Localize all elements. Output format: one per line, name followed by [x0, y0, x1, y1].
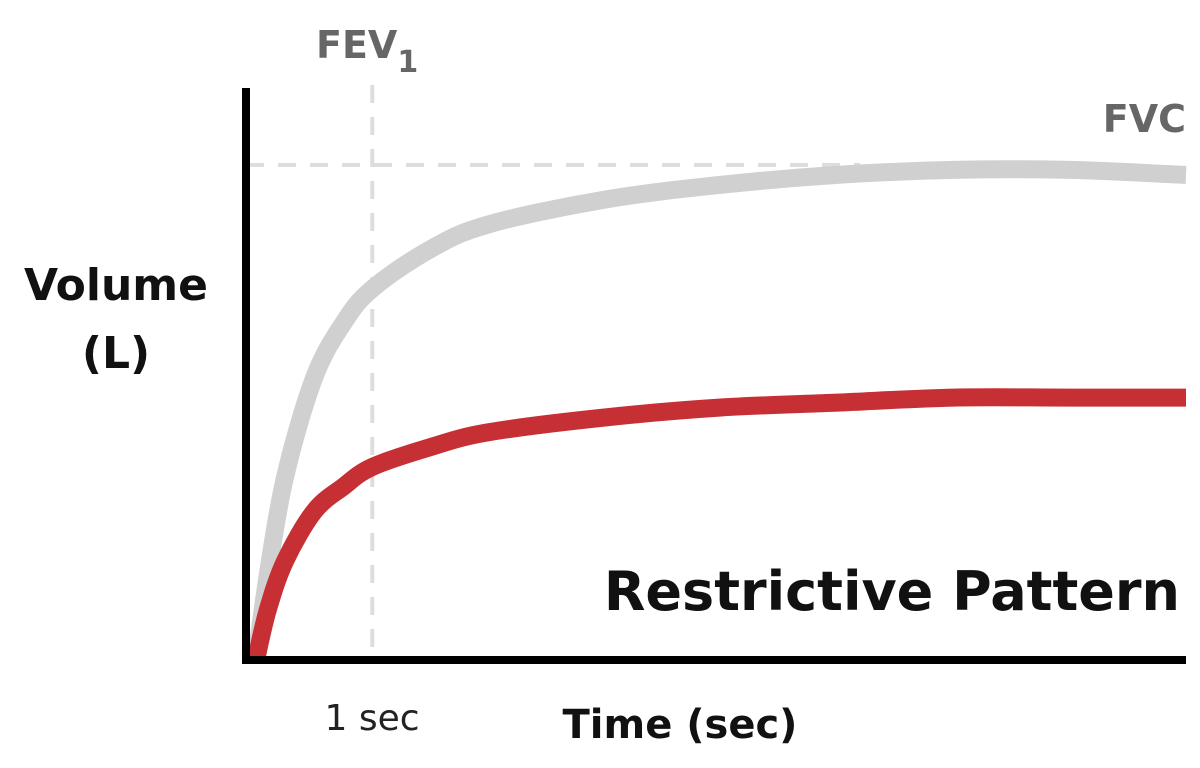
guide-lines	[246, 85, 860, 660]
axes	[242, 88, 1186, 664]
x-tick-label: 1 sec	[324, 698, 419, 739]
fev1-label-main: FEV	[316, 23, 398, 67]
fvc-label: FVC	[1103, 97, 1186, 141]
fev1-label: FEV1	[316, 23, 418, 80]
fev1-label-subscript: 1	[397, 45, 418, 80]
y-axis-label-line-2: (L)	[82, 328, 150, 379]
restrictive-curve	[247, 388, 1186, 663]
y-axis-label-line-1: Volume	[24, 260, 208, 311]
x-axis-label: Time (sec)	[563, 702, 798, 748]
series-layer	[247, 160, 1187, 663]
chart-title: Restrictive Pattern	[604, 560, 1180, 623]
reference-curve	[247, 160, 1187, 662]
